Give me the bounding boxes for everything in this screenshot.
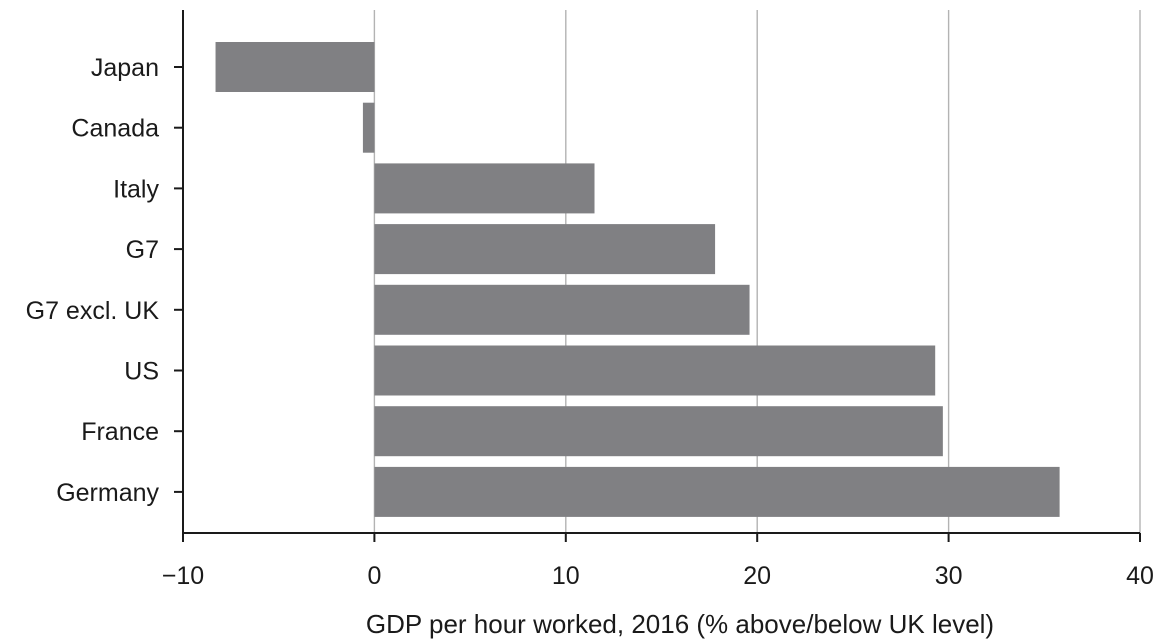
x-tick-label-1: 0 — [367, 562, 381, 590]
bar-6 — [374, 406, 943, 457]
category-label-5: US — [124, 358, 159, 386]
axes — [182, 10, 1140, 534]
x-axis-ticks: −10 0 10 20 30 40 — [162, 533, 1154, 590]
x-axis-title: GDP per hour worked, 2016 (% above/below… — [366, 609, 994, 639]
bar-4 — [374, 284, 750, 335]
category-label-7: Germany — [56, 479, 159, 507]
category-label-4: G7 excl. UK — [26, 297, 160, 325]
category-label-1: Canada — [71, 115, 159, 143]
category-label-0: Japan — [91, 54, 159, 82]
x-tick-label-0: −10 — [162, 562, 204, 590]
y-axis-ticks: Japan Canada Italy G7 G7 excl. UK US France Ger… — [26, 54, 183, 507]
bar-3 — [374, 224, 716, 275]
x-tick-label-2: 10 — [552, 562, 580, 590]
bar-5 — [374, 345, 936, 396]
bar-2 — [374, 163, 595, 214]
category-label-6: France — [81, 418, 159, 446]
x-tick-label-4: 30 — [935, 562, 963, 590]
bar-1 — [362, 102, 375, 153]
bar-7 — [374, 466, 1060, 517]
category-label-3: G7 — [126, 236, 159, 264]
category-label-2: Italy — [113, 175, 159, 203]
x-tick-label-3: 20 — [743, 562, 771, 590]
x-tick-label-5: 40 — [1126, 562, 1154, 590]
bar-0 — [215, 42, 375, 92]
bars — [215, 42, 1060, 517]
